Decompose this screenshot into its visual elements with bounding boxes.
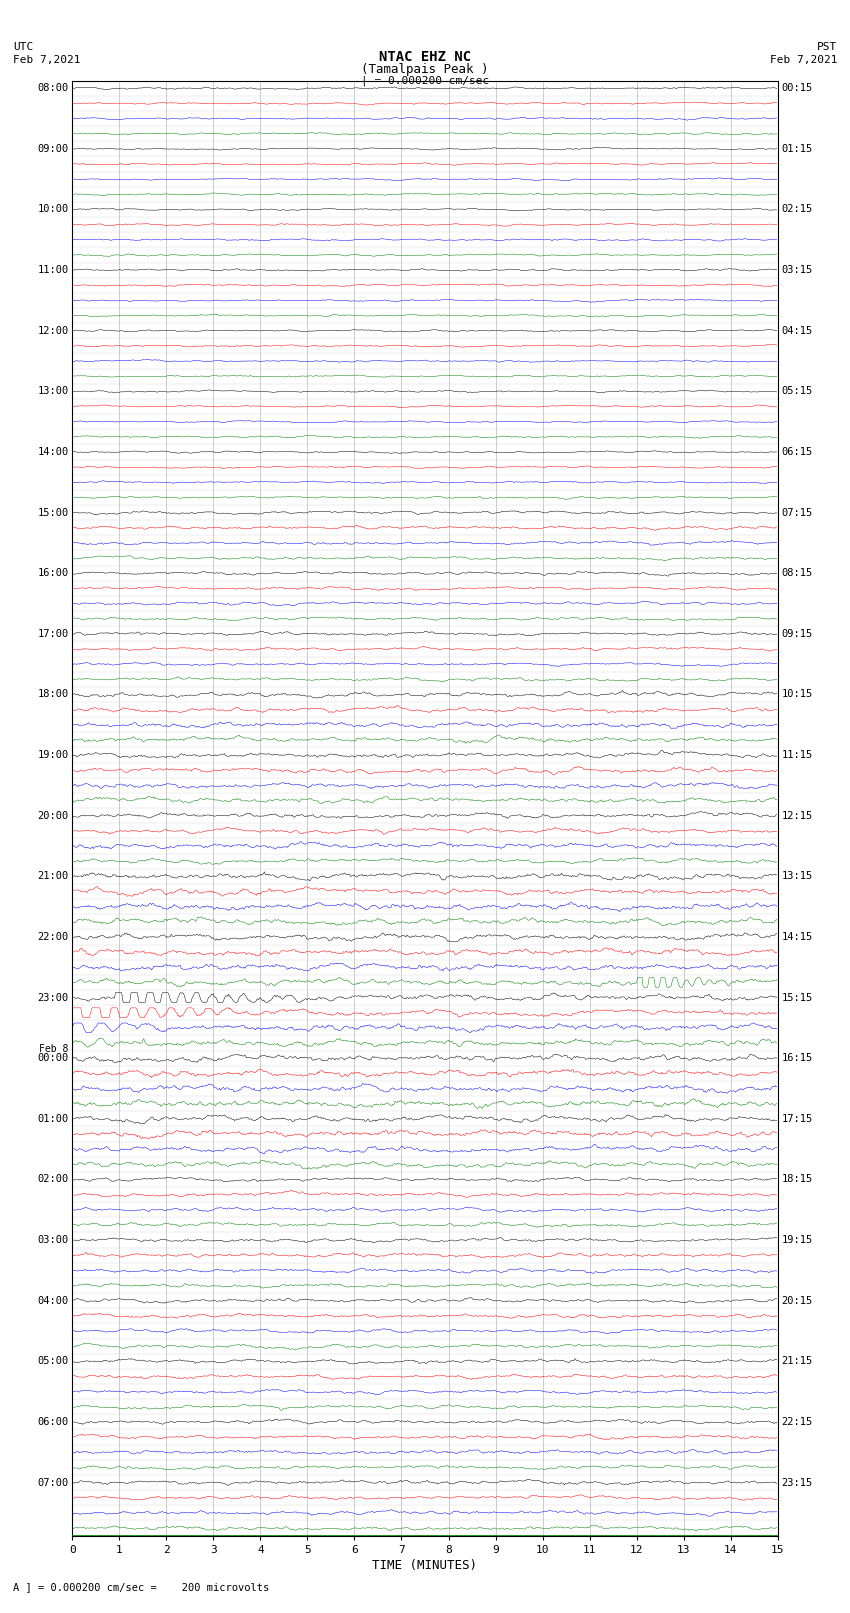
Text: (Tamalpais Peak ): (Tamalpais Peak ) xyxy=(361,63,489,76)
Text: A ] = 0.000200 cm/sec =    200 microvolts: A ] = 0.000200 cm/sec = 200 microvolts xyxy=(13,1582,269,1592)
Text: Feb 7,2021: Feb 7,2021 xyxy=(13,55,80,65)
Text: 13:00: 13:00 xyxy=(37,387,69,397)
Text: 21:00: 21:00 xyxy=(37,871,69,881)
Text: 22:15: 22:15 xyxy=(781,1416,813,1428)
Text: 12:00: 12:00 xyxy=(37,326,69,336)
Text: 15:00: 15:00 xyxy=(37,508,69,518)
Text: Feb 7,2021: Feb 7,2021 xyxy=(770,55,837,65)
Text: 05:15: 05:15 xyxy=(781,387,813,397)
Text: 08:15: 08:15 xyxy=(781,568,813,577)
Text: 16:15: 16:15 xyxy=(781,1053,813,1063)
Text: 05:00: 05:00 xyxy=(37,1357,69,1366)
Text: 06:15: 06:15 xyxy=(781,447,813,456)
Text: 00:15: 00:15 xyxy=(781,84,813,94)
Text: 23:00: 23:00 xyxy=(37,992,69,1003)
Text: 04:15: 04:15 xyxy=(781,326,813,336)
Text: PST: PST xyxy=(817,42,837,52)
Text: 20:00: 20:00 xyxy=(37,811,69,821)
Text: 15:15: 15:15 xyxy=(781,992,813,1003)
Text: 11:00: 11:00 xyxy=(37,265,69,276)
Text: 18:00: 18:00 xyxy=(37,689,69,700)
Text: 17:00: 17:00 xyxy=(37,629,69,639)
Text: 01:15: 01:15 xyxy=(781,144,813,153)
Text: 01:00: 01:00 xyxy=(37,1115,69,1124)
Text: 21:15: 21:15 xyxy=(781,1357,813,1366)
Text: 07:00: 07:00 xyxy=(37,1478,69,1487)
Text: 16:00: 16:00 xyxy=(37,568,69,577)
Text: 18:15: 18:15 xyxy=(781,1174,813,1184)
Text: 22:00: 22:00 xyxy=(37,932,69,942)
Text: 08:00: 08:00 xyxy=(37,84,69,94)
Text: 13:15: 13:15 xyxy=(781,871,813,881)
Text: 00:00: 00:00 xyxy=(37,1053,69,1063)
Text: 06:00: 06:00 xyxy=(37,1416,69,1428)
Text: 09:00: 09:00 xyxy=(37,144,69,153)
Text: 12:15: 12:15 xyxy=(781,811,813,821)
Text: 03:00: 03:00 xyxy=(37,1236,69,1245)
Text: Feb 8: Feb 8 xyxy=(39,1044,69,1053)
Text: 19:00: 19:00 xyxy=(37,750,69,760)
Text: 20:15: 20:15 xyxy=(781,1295,813,1305)
Text: 02:15: 02:15 xyxy=(781,205,813,215)
Text: 17:15: 17:15 xyxy=(781,1115,813,1124)
Text: 19:15: 19:15 xyxy=(781,1236,813,1245)
Text: 14:15: 14:15 xyxy=(781,932,813,942)
Text: 07:15: 07:15 xyxy=(781,508,813,518)
Text: 11:15: 11:15 xyxy=(781,750,813,760)
Text: | = 0.000200 cm/sec: | = 0.000200 cm/sec xyxy=(361,76,489,87)
Text: 10:00: 10:00 xyxy=(37,205,69,215)
Text: UTC: UTC xyxy=(13,42,33,52)
Text: 10:15: 10:15 xyxy=(781,689,813,700)
Text: 23:15: 23:15 xyxy=(781,1478,813,1487)
X-axis label: TIME (MINUTES): TIME (MINUTES) xyxy=(372,1558,478,1571)
Text: 02:00: 02:00 xyxy=(37,1174,69,1184)
Text: NTAC EHZ NC: NTAC EHZ NC xyxy=(379,50,471,65)
Text: 09:15: 09:15 xyxy=(781,629,813,639)
Text: 04:00: 04:00 xyxy=(37,1295,69,1305)
Text: 03:15: 03:15 xyxy=(781,265,813,276)
Text: 14:00: 14:00 xyxy=(37,447,69,456)
